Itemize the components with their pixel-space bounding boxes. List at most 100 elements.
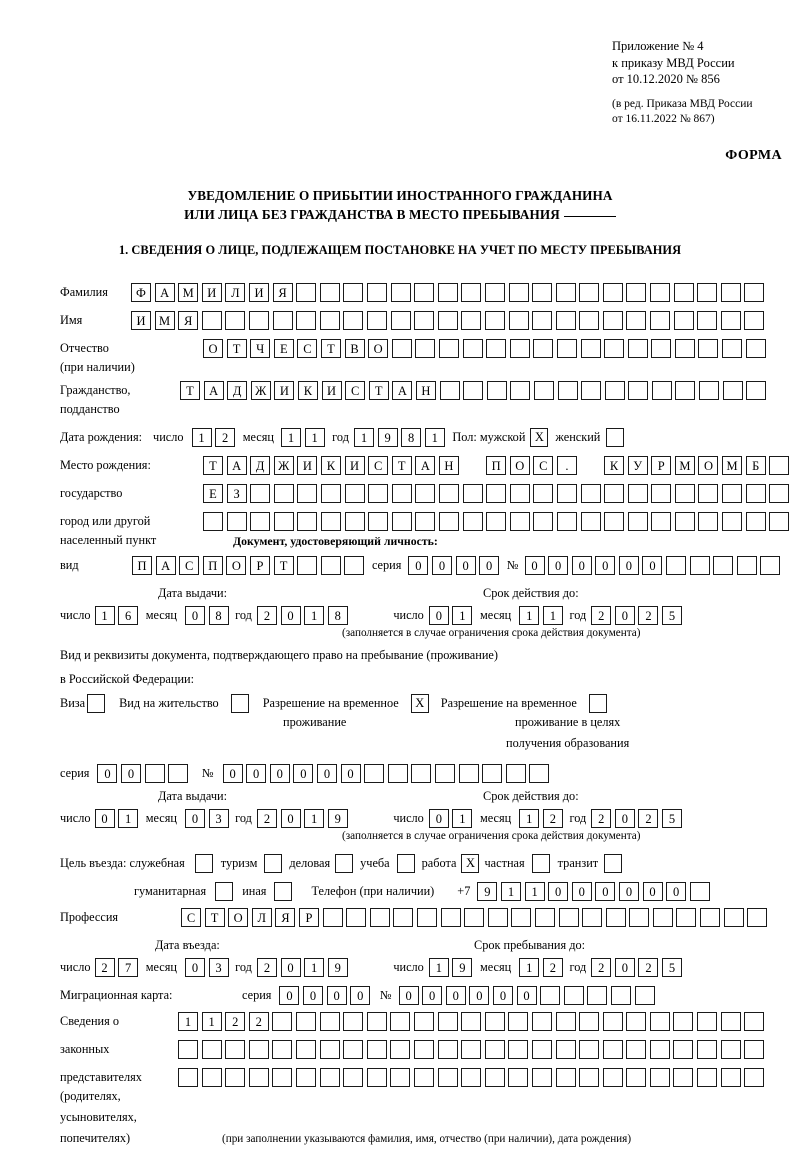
char-cell[interactable]: 0 xyxy=(184,809,205,828)
char-cell[interactable]: 1 xyxy=(519,606,540,625)
purpose-business-checkbox[interactable] xyxy=(335,854,354,873)
char-cell[interactable] xyxy=(438,339,459,358)
char-cell[interactable]: С xyxy=(345,381,366,400)
char-cell[interactable]: 1 xyxy=(452,809,473,828)
char-cell[interactable]: 9 xyxy=(477,882,498,901)
char-cell[interactable]: 0 xyxy=(492,986,513,1005)
char-cell[interactable] xyxy=(225,1040,246,1059)
char-cell[interactable]: 1 xyxy=(304,428,325,447)
char-cell[interactable]: И xyxy=(131,311,151,330)
char-cell[interactable] xyxy=(486,339,507,358)
char-cell[interactable]: 0 xyxy=(326,986,347,1005)
char-cell[interactable]: 1 xyxy=(524,882,545,901)
char-cell[interactable] xyxy=(697,311,718,330)
char-cell[interactable] xyxy=(320,484,341,503)
char-cell[interactable] xyxy=(626,1068,647,1087)
char-cell[interactable] xyxy=(557,381,578,400)
char-cell[interactable] xyxy=(744,1068,765,1087)
char-cell[interactable]: 0 xyxy=(279,986,300,1005)
char-cell[interactable] xyxy=(700,908,721,927)
char-cell[interactable] xyxy=(699,381,720,400)
char-cell[interactable]: 0 xyxy=(316,764,337,783)
char-cell[interactable] xyxy=(697,1068,718,1087)
char-cell[interactable] xyxy=(540,986,561,1005)
char-cell[interactable]: 2 xyxy=(542,958,563,977)
char-cell[interactable] xyxy=(529,764,550,783)
char-cell[interactable]: Е xyxy=(273,339,294,358)
char-cell[interactable] xyxy=(651,484,672,503)
char-cell[interactable] xyxy=(627,512,648,531)
char-cell[interactable]: О xyxy=(509,456,530,475)
char-cell[interactable] xyxy=(343,283,364,302)
char-cell[interactable]: 0 xyxy=(184,606,205,625)
char-cell[interactable] xyxy=(745,484,766,503)
char-cell[interactable] xyxy=(168,764,189,783)
char-cell[interactable]: 0 xyxy=(350,986,371,1005)
char-cell[interactable] xyxy=(556,512,577,531)
char-cell[interactable] xyxy=(434,764,455,783)
char-cell[interactable]: 0 xyxy=(618,882,639,901)
char-cell[interactable]: Б xyxy=(745,456,766,475)
char-cell[interactable]: 0 xyxy=(293,764,314,783)
char-cell[interactable] xyxy=(629,908,650,927)
char-cell[interactable] xyxy=(344,484,365,503)
char-cell[interactable] xyxy=(463,381,484,400)
char-cell[interactable] xyxy=(437,1012,458,1031)
char-cell[interactable] xyxy=(368,512,389,531)
char-cell[interactable]: 1 xyxy=(178,1012,198,1031)
char-cell[interactable] xyxy=(462,512,483,531)
char-cell[interactable]: 0 xyxy=(479,556,500,575)
char-cell[interactable] xyxy=(201,1068,222,1087)
char-cell[interactable]: 0 xyxy=(340,764,361,783)
char-cell[interactable] xyxy=(484,283,505,302)
char-cell[interactable]: И xyxy=(344,456,365,475)
char-cell[interactable] xyxy=(534,908,555,927)
char-cell[interactable] xyxy=(769,512,790,531)
char-cell[interactable] xyxy=(626,283,647,302)
char-cell[interactable]: 5 xyxy=(662,809,683,828)
char-cell[interactable] xyxy=(509,484,530,503)
char-cell[interactable] xyxy=(248,1040,269,1059)
char-cell[interactable] xyxy=(178,1040,198,1059)
char-cell[interactable] xyxy=(505,764,526,783)
char-cell[interactable]: К xyxy=(297,381,318,400)
char-cell[interactable] xyxy=(579,1040,600,1059)
char-cell[interactable]: Л xyxy=(251,908,272,927)
char-cell[interactable]: 3 xyxy=(208,809,229,828)
char-cell[interactable]: 9 xyxy=(452,958,473,977)
char-cell[interactable]: А xyxy=(155,556,176,575)
char-cell[interactable] xyxy=(201,311,222,330)
char-cell[interactable]: 1 xyxy=(304,958,325,977)
char-cell[interactable] xyxy=(531,1012,552,1031)
sex-female-checkbox[interactable] xyxy=(606,428,625,447)
char-cell[interactable]: И xyxy=(248,283,269,302)
char-cell[interactable]: О xyxy=(368,339,389,358)
char-cell[interactable] xyxy=(649,1040,670,1059)
char-cell[interactable] xyxy=(587,986,608,1005)
char-cell[interactable]: 0 xyxy=(97,764,118,783)
char-cell[interactable]: 2 xyxy=(215,428,236,447)
purpose-work-checkbox[interactable]: X xyxy=(461,854,480,873)
char-cell[interactable] xyxy=(509,512,530,531)
char-cell[interactable] xyxy=(673,1040,694,1059)
char-cell[interactable] xyxy=(461,1012,482,1031)
char-cell[interactable] xyxy=(627,339,648,358)
char-cell[interactable]: 2 xyxy=(256,606,277,625)
char-cell[interactable] xyxy=(744,1012,765,1031)
char-cell[interactable] xyxy=(225,1068,246,1087)
char-cell[interactable] xyxy=(464,908,485,927)
char-cell[interactable] xyxy=(440,908,461,927)
char-cell[interactable] xyxy=(273,484,294,503)
char-cell[interactable]: 1 xyxy=(201,1012,222,1031)
